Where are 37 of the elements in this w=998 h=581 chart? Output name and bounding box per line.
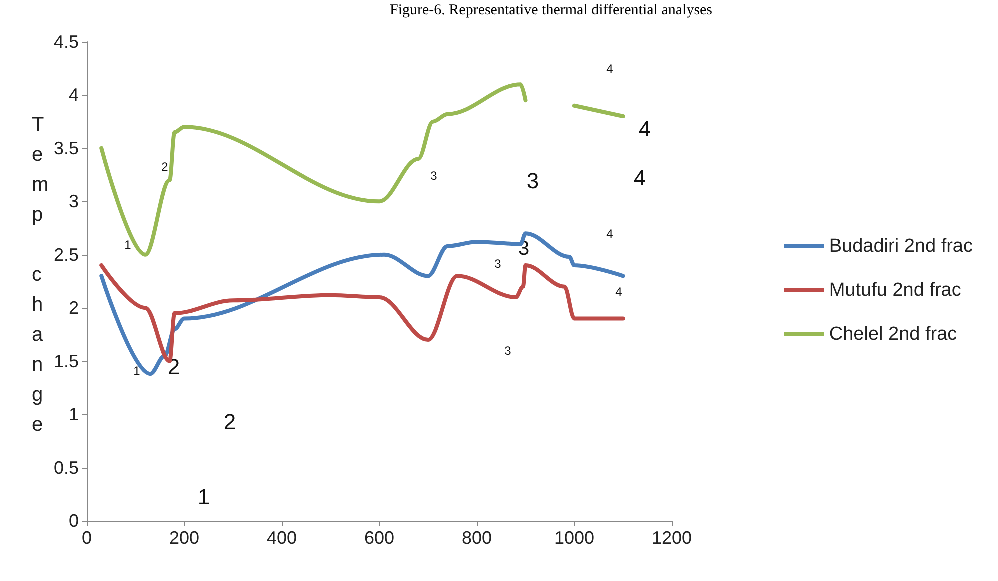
y-tick-label: 4 [68, 85, 79, 106]
x-tick-label: 1200 [652, 528, 692, 548]
legend-label: Chelel 2nd frac [829, 324, 958, 345]
y-tick-label: 0 [68, 511, 79, 531]
line-series [100, 232, 626, 376]
y-tick-label: 1.5 [54, 351, 79, 372]
annotation: 3 [494, 257, 502, 271]
y-tick-label: 1 [68, 404, 79, 425]
y-tick-label: 3 [68, 192, 79, 212]
y-tick-label: 0.5 [54, 458, 79, 478]
y-tick-label: 4.5 [54, 32, 79, 52]
annotation: 1 [198, 484, 210, 510]
x-tick-label: 600 [364, 528, 395, 548]
x-tick-label: 0 [82, 528, 92, 548]
y-tick-label: 2.5 [54, 244, 79, 265]
annotation: 2 [162, 160, 169, 174]
annotation: 3 [526, 168, 540, 194]
legend-label: Budadiri 2nd frac [829, 236, 974, 257]
x-tick-label: 400 [266, 528, 298, 548]
annotation: 2 [224, 410, 236, 434]
annotation: 4 [638, 116, 652, 142]
annotation: 3 [504, 344, 512, 358]
x-tick-label: 1000 [554, 528, 595, 548]
legend-label: Mutufu 2nd frac [829, 280, 962, 301]
annotation: 1 [134, 364, 141, 378]
y-tick-label: 2 [68, 298, 79, 318]
text: Temp change [32, 114, 49, 436]
annotation: 4 [606, 227, 614, 241]
annotation: 3 [430, 169, 438, 183]
annotation: 4 [634, 166, 646, 190]
x-tick-label: 800 [462, 528, 492, 548]
y-tick-label: 3.5 [54, 138, 79, 158]
annotation: 4 [606, 62, 614, 76]
chart-title: Figure-6. Representative thermal differential analyses [390, 2, 713, 18]
annotation: 4 [616, 285, 623, 299]
annotation: 1 [124, 238, 132, 252]
x-tick-label: 200 [169, 528, 200, 548]
